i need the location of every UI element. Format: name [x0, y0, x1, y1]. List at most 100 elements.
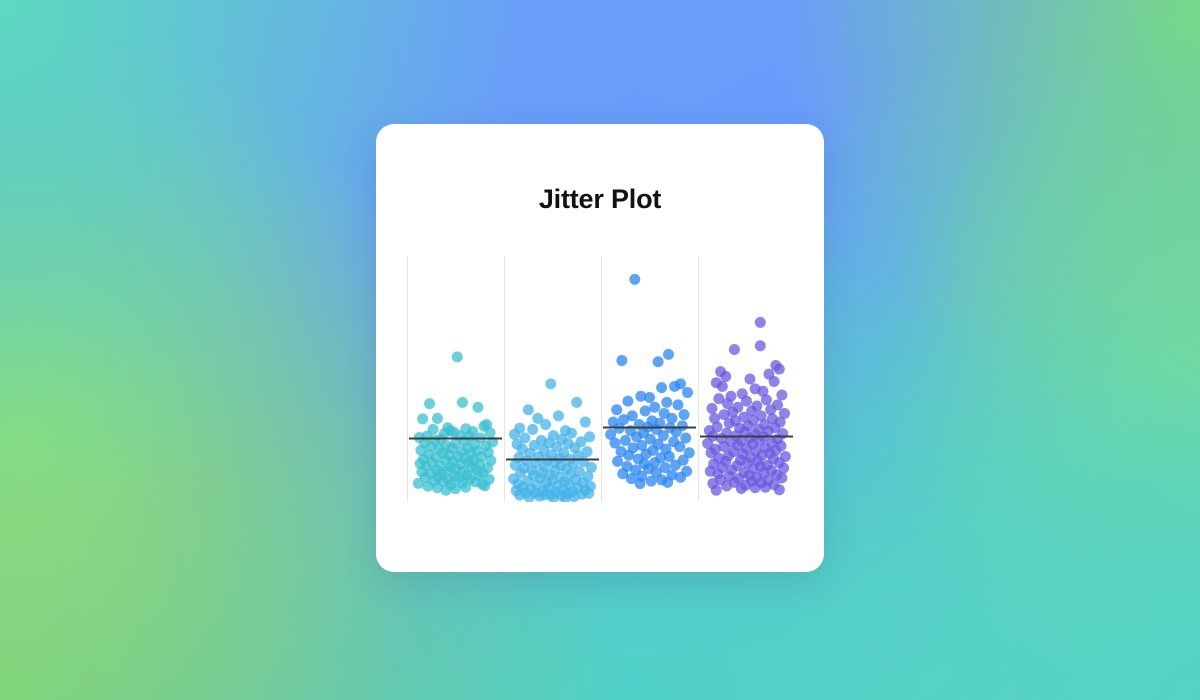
- data-point: [672, 399, 684, 411]
- data-point: [705, 447, 717, 459]
- data-point: [450, 483, 461, 495]
- data-point: [669, 459, 681, 471]
- data-point: [422, 480, 434, 492]
- data-point: [456, 396, 468, 408]
- data-point: [431, 482, 443, 494]
- data-point: [622, 395, 634, 407]
- data-point: [623, 449, 635, 461]
- median-lines-layer: [408, 426, 794, 461]
- data-point: [728, 343, 740, 355]
- data-point: [571, 396, 583, 408]
- data-point: [663, 450, 675, 462]
- data-point: [760, 394, 772, 406]
- gridlines-layer: [407, 256, 699, 502]
- data-point: [619, 435, 631, 446]
- chart-card: Jitter Plot: [376, 124, 824, 572]
- data-point: [659, 462, 671, 474]
- data-point: [773, 363, 785, 375]
- data-point: [744, 373, 756, 385]
- data-point: [723, 417, 735, 429]
- data-point: [738, 411, 750, 423]
- data-point: [649, 401, 661, 413]
- data-point: [472, 401, 484, 413]
- series-group-1: [412, 351, 499, 496]
- data-point: [749, 482, 761, 494]
- chart-title: Jitter Plot: [538, 184, 662, 214]
- data-point: [765, 404, 777, 416]
- data-point: [680, 432, 692, 444]
- data-point: [451, 351, 463, 363]
- data-point: [625, 473, 637, 485]
- data-point: [675, 471, 687, 483]
- data-point: [706, 403, 718, 415]
- jitter-plot-area: [407, 256, 795, 502]
- data-point: [523, 491, 535, 502]
- data-point: [741, 395, 752, 407]
- data-point: [678, 409, 690, 421]
- data-point: [479, 480, 491, 492]
- data-point: [768, 375, 780, 387]
- data-point: [727, 406, 739, 418]
- data-point: [718, 441, 730, 453]
- data-point: [585, 462, 597, 474]
- data-point: [540, 419, 552, 431]
- data-point: [431, 412, 443, 424]
- data-point: [539, 489, 551, 501]
- data-point: [527, 423, 539, 435]
- data-point: [721, 480, 733, 492]
- data-point: [579, 416, 591, 428]
- series-group-2: [508, 378, 597, 502]
- data-point: [639, 405, 651, 417]
- data-point: [581, 446, 593, 458]
- data-point: [545, 378, 557, 390]
- data-point: [656, 382, 668, 394]
- data-point: [631, 431, 643, 443]
- data-point: [616, 355, 628, 367]
- data-point: [710, 484, 722, 496]
- data-point: [645, 475, 657, 487]
- data-point: [661, 396, 673, 408]
- data-point: [702, 437, 714, 449]
- data-point: [657, 430, 669, 442]
- data-point: [417, 413, 429, 425]
- data-point: [565, 427, 577, 439]
- data-point: [778, 462, 790, 474]
- data-point: [559, 492, 571, 502]
- data-point: [519, 432, 531, 444]
- data-point: [636, 439, 648, 451]
- data-point: [669, 380, 681, 392]
- data-point: [460, 481, 472, 493]
- data-point: [626, 410, 638, 422]
- data-point: [713, 393, 725, 405]
- data-point: [424, 398, 436, 410]
- data-point: [674, 441, 686, 453]
- points-layer: [412, 273, 791, 502]
- data-point: [776, 472, 788, 484]
- data-point: [618, 414, 630, 426]
- data-point: [722, 398, 734, 410]
- data-point: [754, 316, 766, 328]
- data-point: [662, 476, 674, 488]
- data-point: [484, 427, 496, 439]
- data-point: [547, 492, 559, 502]
- data-point: [662, 348, 674, 360]
- data-point: [509, 459, 521, 471]
- data-point: [754, 340, 766, 352]
- data-point: [522, 404, 534, 416]
- jitter-plot-svg: [407, 256, 794, 502]
- data-point: [509, 428, 521, 440]
- series-group-3: [605, 273, 695, 490]
- data-point: [776, 389, 788, 401]
- data-point: [611, 404, 623, 416]
- data-point: [670, 426, 682, 438]
- data-point: [635, 390, 647, 402]
- data-point: [583, 487, 595, 499]
- data-point: [532, 412, 544, 424]
- data-point: [709, 412, 721, 424]
- data-point: [720, 371, 732, 383]
- data-point: [735, 482, 747, 494]
- data-point: [718, 409, 730, 421]
- data-point: [584, 431, 596, 443]
- data-point: [773, 484, 785, 496]
- data-point: [778, 407, 790, 419]
